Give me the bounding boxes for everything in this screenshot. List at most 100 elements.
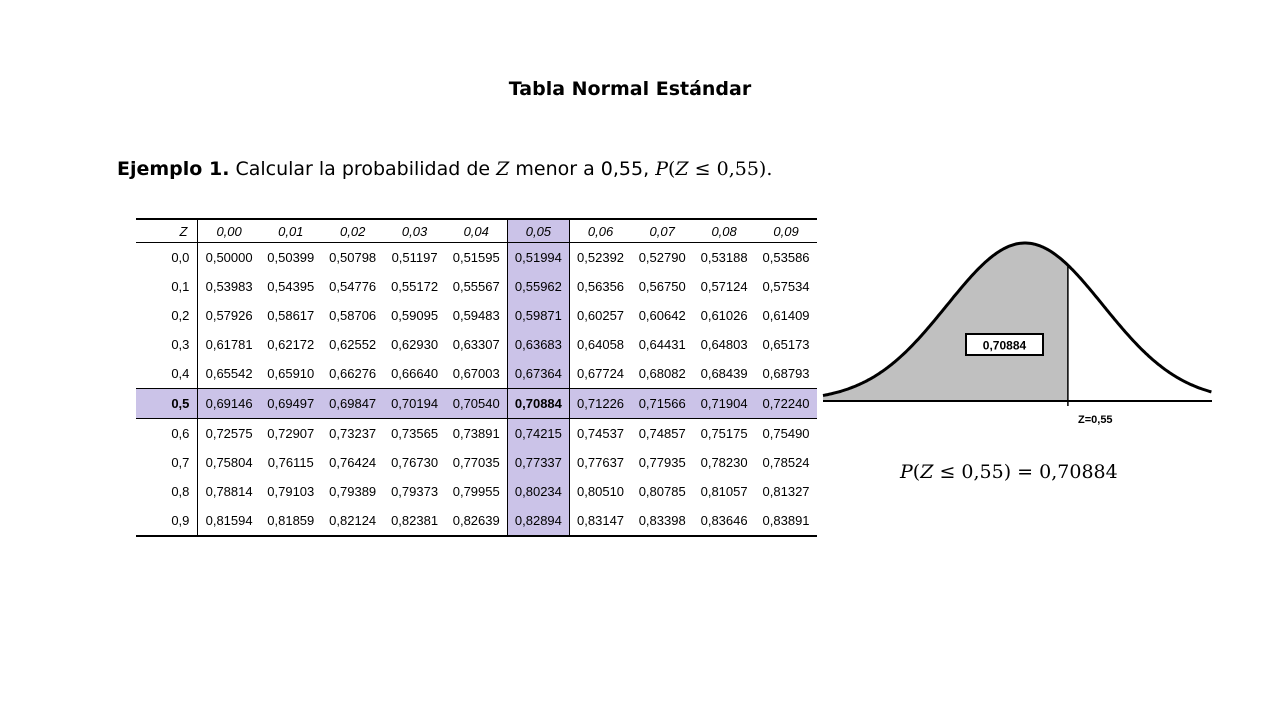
- table-cell: 0,80785: [638, 484, 686, 499]
- column-header: 0,05: [506, 218, 570, 243]
- row-header: 0,7: [136, 448, 199, 477]
- table-cell: 0,64431: [638, 337, 686, 352]
- z-label: Z=0,55: [1078, 414, 1113, 426]
- table-cell: 0,77637: [577, 455, 625, 470]
- table-cell: 0,54776: [329, 279, 377, 294]
- table-cell: 0,58617: [267, 308, 315, 323]
- column-header: 0,02: [321, 218, 384, 243]
- table-cell: 0,69847: [321, 388, 384, 419]
- table-cell: 0,67003: [452, 366, 500, 381]
- row-header: 0,0: [136, 242, 199, 272]
- table-cell: 0,62552: [329, 337, 377, 352]
- table-cell: 0,74215: [506, 418, 570, 448]
- table-cell: 0,59871: [506, 301, 570, 330]
- table-cell: 0,61409: [762, 308, 810, 323]
- table-row: 0,0 0,50000 0,50399 0,50798 0,51197 0,51595 0,…: [136, 242, 817, 272]
- table-cell: 0,72575: [205, 426, 253, 441]
- table-cell: 0,82124: [321, 506, 384, 537]
- table-cell: 0,70194: [383, 388, 446, 419]
- table-cell: 0,71226: [569, 388, 632, 419]
- table-cell: 0,77935: [638, 455, 686, 470]
- table-cell: 0,58706: [329, 308, 377, 323]
- row-header: 0,5: [136, 388, 199, 419]
- table-cell: 0,53586: [762, 250, 810, 265]
- table-cell: 0,62172: [267, 337, 315, 352]
- table-cell: 0,69146: [197, 388, 260, 419]
- table-cell: 0,82894: [506, 506, 570, 537]
- result-equation: P(Z ≤ 0,55) = 0,70884: [900, 461, 1118, 483]
- table-cell: 0,73891: [452, 426, 500, 441]
- table-cell: 0,73565: [391, 426, 439, 441]
- table-cell: 0,80234: [506, 477, 570, 506]
- table-cell: 0,50798: [329, 250, 377, 265]
- table-cell: 0,79373: [391, 484, 439, 499]
- table-cell: 0,79955: [452, 484, 500, 499]
- column-header: 0,04: [445, 218, 508, 243]
- table-cell: 0,75490: [762, 426, 810, 441]
- table-cell: 0,59095: [391, 308, 439, 323]
- table-cell: 0,72907: [267, 426, 315, 441]
- table-cell: 0,83891: [755, 506, 817, 537]
- table-cell: 0,63683: [506, 330, 570, 359]
- table-row: 0,3 0,61781 0,62172 0,62552 0,62930 0,63307 0,…: [136, 330, 817, 359]
- table-row: 0,7 0,75804 0,76115 0,76424 0,76730 0,77035 0,…: [136, 448, 817, 477]
- column-header: 0,09: [755, 218, 817, 243]
- table-cell: 0,51197: [391, 250, 438, 265]
- table-cell: 0,79103: [267, 484, 315, 499]
- row-header: 0,4: [136, 359, 199, 389]
- table-cell: 0,64803: [700, 337, 748, 352]
- table-cell: 0,57926: [205, 308, 253, 323]
- table-row: 0,6 0,72575 0,72907 0,73237 0,73565 0,73891 0,…: [136, 418, 817, 448]
- table-cell: 0,83147: [569, 506, 632, 537]
- table-cell: 0,52790: [638, 250, 686, 265]
- row-header: 0,3: [136, 330, 199, 359]
- table-cell: 0,70540: [445, 388, 508, 419]
- table-cell: 0,71904: [693, 388, 756, 419]
- table-row: 0,1 0,53983 0,54395 0,54776 0,55172 0,55567 0,…: [136, 272, 817, 301]
- table-cell: 0,56356: [577, 279, 625, 294]
- table-cell: 0,65542: [205, 366, 253, 381]
- table-cell: 0,69497: [259, 388, 322, 419]
- table-cell: 0,52392: [577, 250, 625, 265]
- column-header: 0,08: [693, 218, 756, 243]
- table-cell: 0,76115: [267, 455, 314, 470]
- row-header: 0,6: [136, 418, 199, 448]
- table-cell: 0,55962: [506, 272, 570, 301]
- table-cell: 0,65910: [267, 366, 315, 381]
- row-header: 0,1: [136, 272, 199, 301]
- table-row: 0,8 0,78814 0,79103 0,79389 0,79373 0,79955 0,…: [136, 477, 817, 506]
- table-cell: 0,81327: [762, 484, 810, 499]
- table-cell: 0,74537: [577, 426, 625, 441]
- table-cell: 0,75175: [700, 426, 748, 441]
- table-cell: 0,57534: [762, 279, 810, 294]
- normal-curve-diagram: 0,70884 Z=0,55: [822, 241, 1212, 426]
- table-row: 0,9 0,81594 0,81859 0,82124 0,82381 0,82639 0,…: [136, 506, 817, 537]
- table-cell: 0,82381: [383, 506, 446, 537]
- shaded-probability-area: [823, 243, 1068, 401]
- example-statement: Ejemplo 1. Calcular la probabilidad de Z…: [117, 158, 773, 180]
- table-cell: 0,50399: [267, 250, 315, 265]
- table-cell: 0,83398: [631, 506, 694, 537]
- table-cell: 0,54395: [267, 279, 315, 294]
- table-cell: 0,81859: [259, 506, 322, 537]
- example-text-2: menor a 0,55,: [515, 158, 650, 180]
- table-cell: 0,60257: [577, 308, 625, 323]
- column-header: 0,01: [259, 218, 322, 243]
- table-cell: 0,72240: [755, 388, 817, 419]
- table-cell: 0,61781: [205, 337, 253, 352]
- table-cell: 0,81057: [700, 484, 748, 499]
- table-cell: 0,78524: [762, 455, 810, 470]
- table-cell: 0,59483: [452, 308, 500, 323]
- table-cell: 0,77035: [452, 455, 500, 470]
- table-cell: 0,62930: [391, 337, 439, 352]
- page-title: Tabla Normal Estándar: [508, 78, 752, 100]
- bell-curve-line: [822, 241, 1212, 397]
- standard-normal-table: Z 0,00 0,01 0,02 0,03 0,04 0,05 0,06 0,07 0,08 0,…: [136, 218, 817, 537]
- table-cell: 0,56750: [638, 279, 686, 294]
- table-cell: 0,51994: [506, 242, 570, 272]
- table-row: 0,2 0,57926 0,58617 0,58706 0,59095 0,59483 0,…: [136, 301, 817, 330]
- table-cell: 0,80510: [577, 484, 625, 499]
- table-cell: 0,57124: [700, 279, 748, 294]
- table-cell: 0,53188: [700, 250, 748, 265]
- table-cell: 0,68439: [700, 366, 748, 381]
